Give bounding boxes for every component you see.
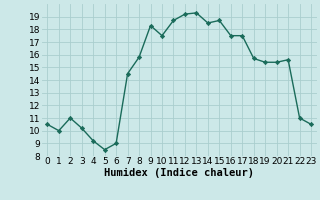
X-axis label: Humidex (Indice chaleur): Humidex (Indice chaleur) [104,168,254,178]
